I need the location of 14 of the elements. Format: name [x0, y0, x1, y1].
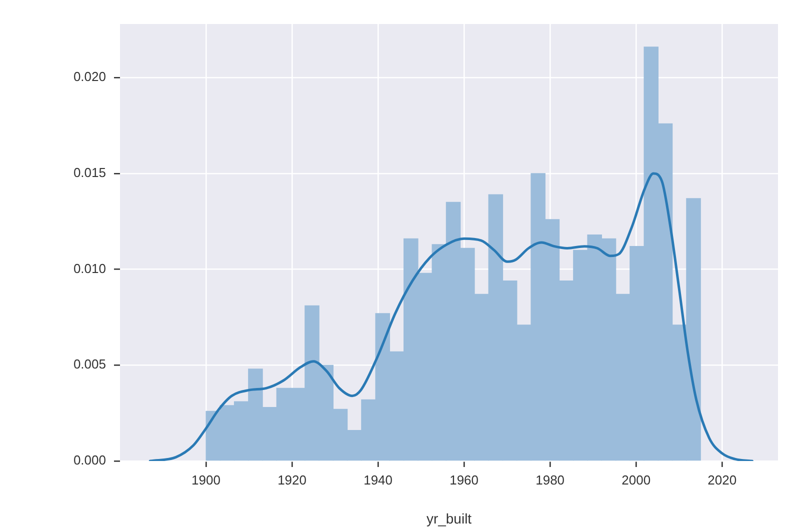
x-tick-label: 2000 — [622, 472, 651, 488]
line-series — [148, 172, 754, 461]
x-axis-title: yr_built — [426, 510, 472, 526]
y-tick-label: 0.000 — [73, 452, 106, 468]
x-tick-label: 1960 — [450, 472, 479, 488]
x-tick-label: 1900 — [192, 472, 220, 488]
y-tick-label: 0.020 — [73, 69, 106, 84]
x-tick-label: 1980 — [536, 472, 565, 488]
x-tick-label: 2020 — [708, 472, 737, 488]
y-tick-label: 0.010 — [73, 260, 106, 276]
x-tick-label: 1940 — [364, 472, 392, 488]
y-tick-label: 0.005 — [73, 356, 106, 372]
x-tick-label: 1920 — [278, 472, 306, 488]
y-tick-label: 0.015 — [73, 165, 106, 180]
